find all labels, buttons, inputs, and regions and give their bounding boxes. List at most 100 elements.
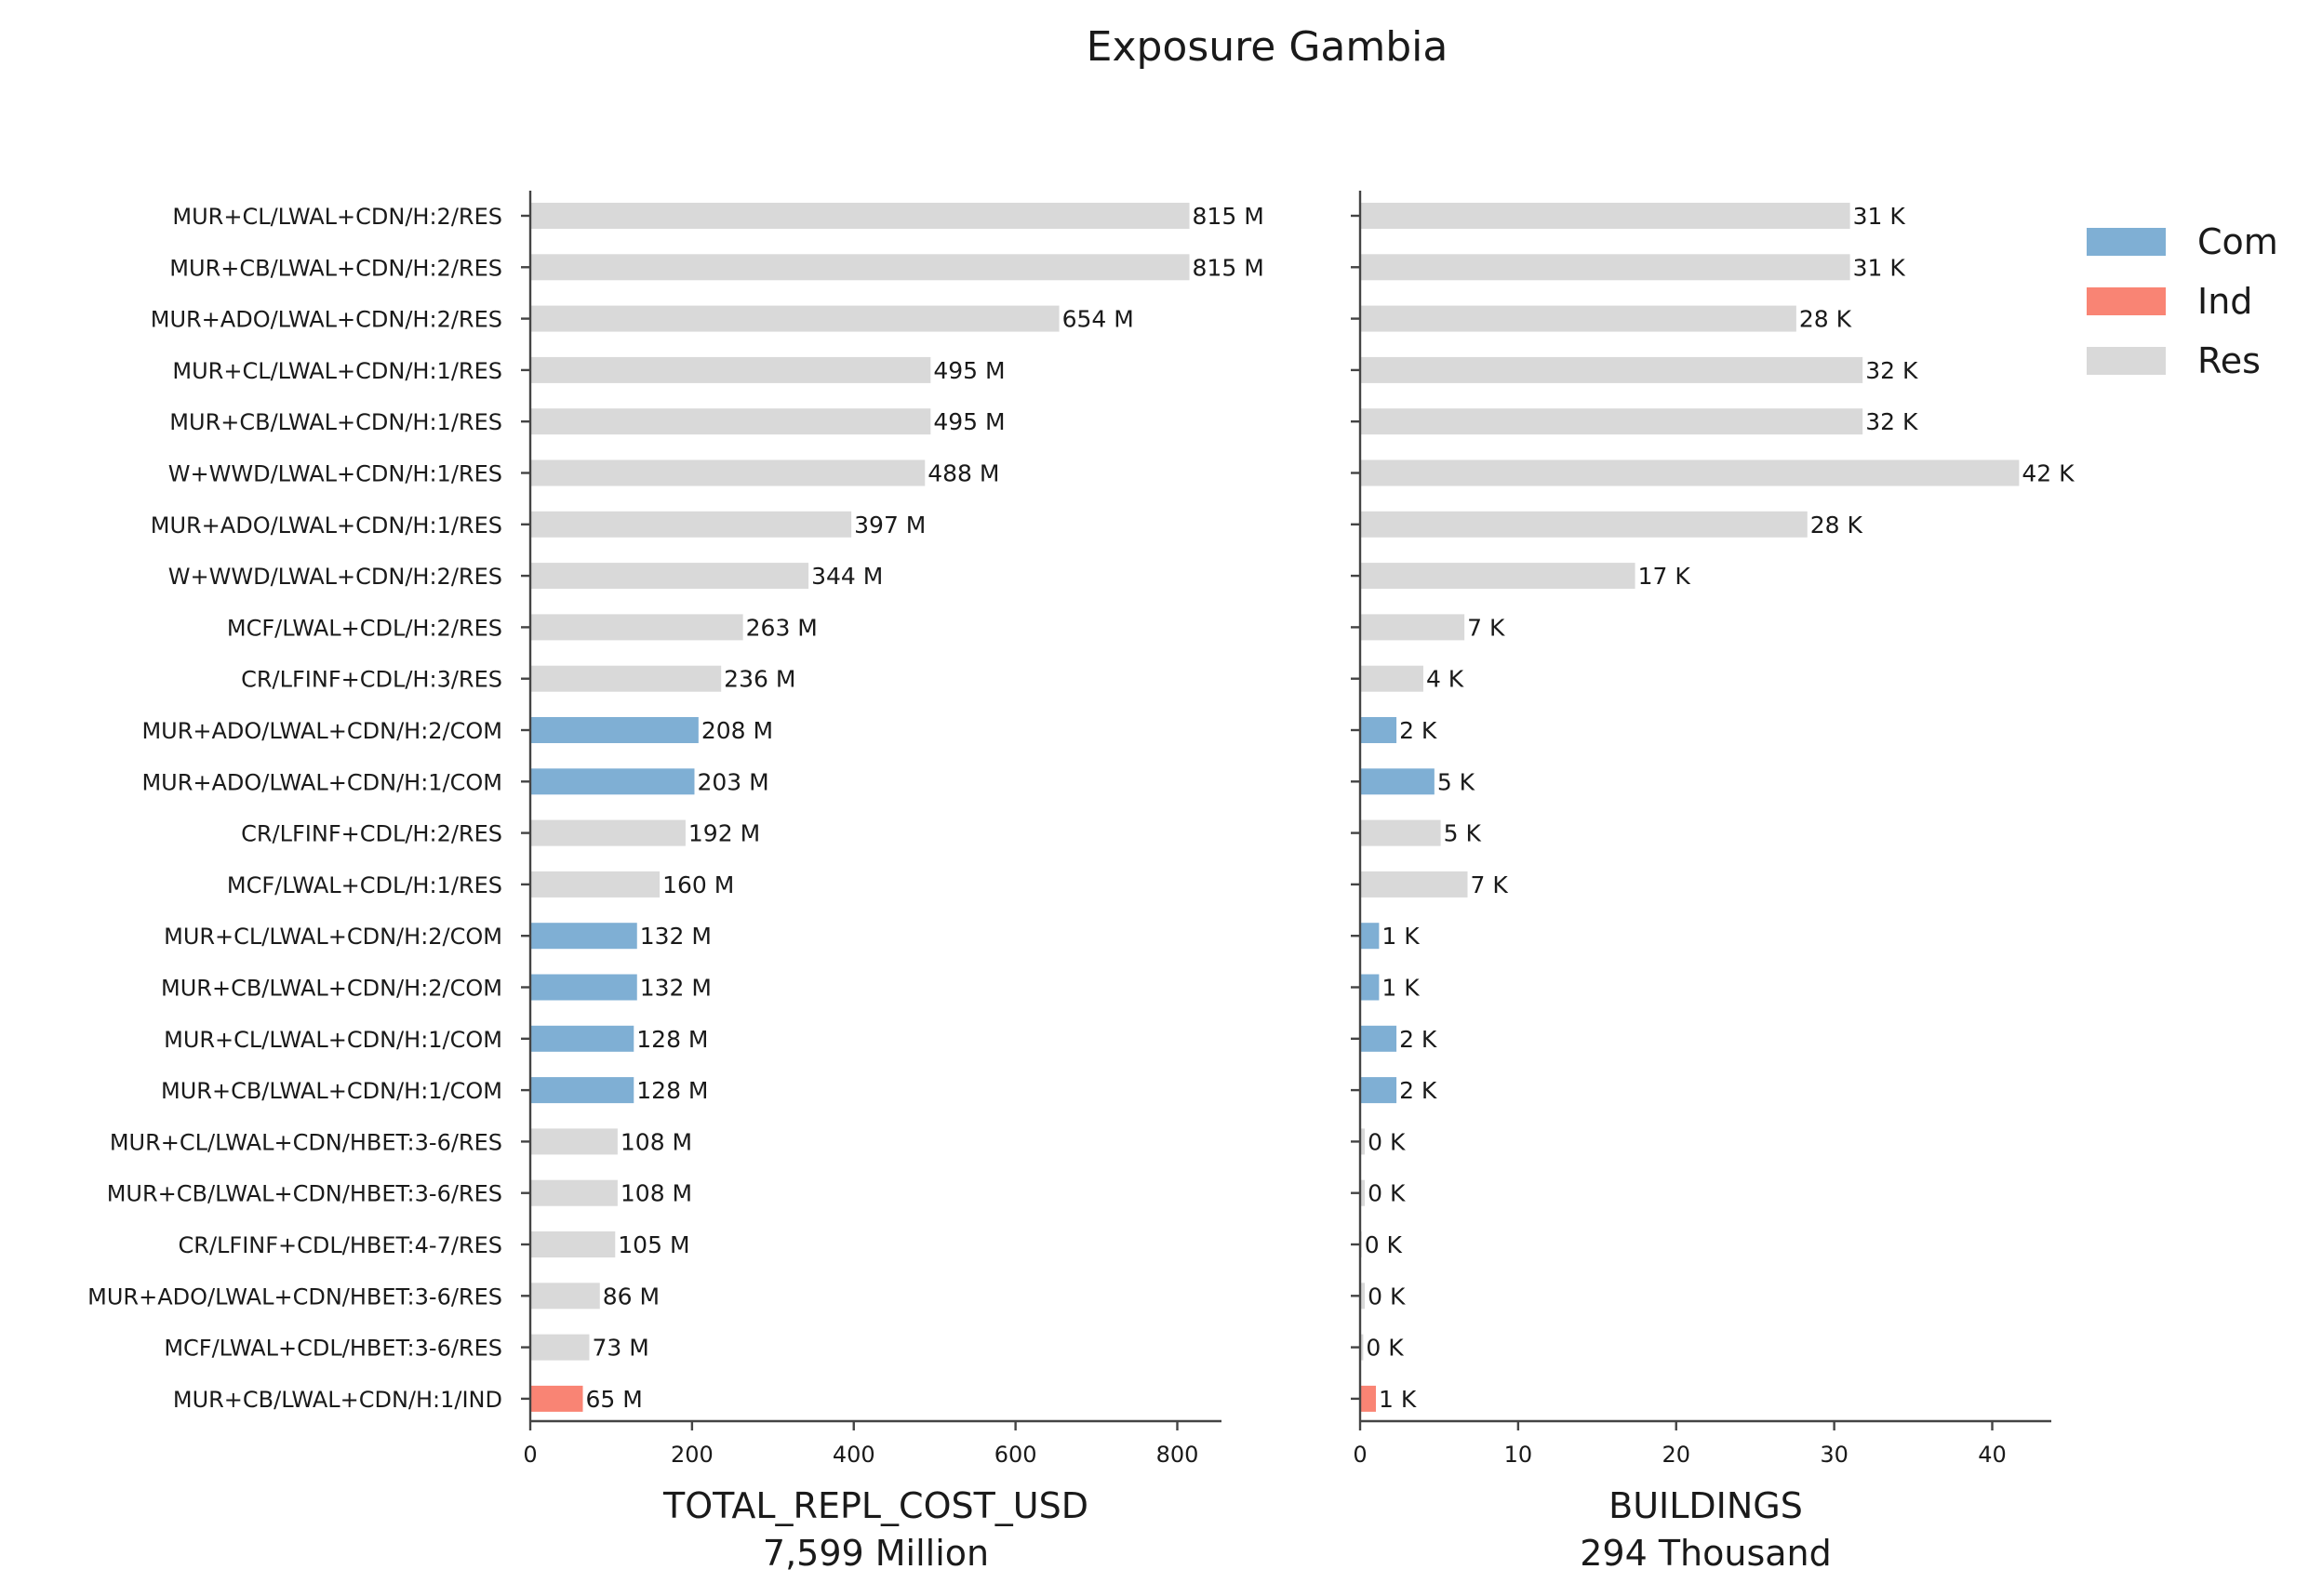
value-label: 31 K: [1853, 203, 1906, 230]
bar-res: [530, 1283, 600, 1310]
value-label: 32 K: [1865, 408, 1918, 435]
x-tick-label: 20: [1662, 1442, 1690, 1468]
category-label: CR/LFINF+CDL/HBET:4-7/RES: [179, 1232, 502, 1258]
value-label: 208 M: [701, 717, 773, 744]
bar-res: [530, 819, 686, 846]
category-label: MUR+ADO/LWAL+CDN/H:2/RES: [151, 307, 502, 333]
bar-res: [1360, 614, 1465, 641]
x-axis-label: BUILDINGS: [1608, 1485, 1803, 1526]
value-label: 4 K: [1426, 666, 1464, 693]
bar-res: [1360, 1283, 1366, 1310]
bar-res: [530, 1334, 590, 1361]
bar-res: [1360, 511, 1808, 538]
bar-ind: [530, 1385, 583, 1412]
bar-res: [530, 1179, 618, 1206]
bar-com: [1360, 1025, 1397, 1052]
bar-res: [530, 356, 931, 383]
value-label: 2 K: [1399, 717, 1437, 744]
bar-res: [1360, 408, 1863, 435]
value-label: 2 K: [1399, 1026, 1437, 1053]
bar-res: [530, 408, 931, 435]
bar-res: [530, 1231, 616, 1257]
value-label: 73 M: [592, 1335, 648, 1362]
category-label: MCF/LWAL+CDL/HBET:3-6/RES: [164, 1336, 502, 1362]
bar-ind: [1360, 1385, 1376, 1412]
x-tick-label: 30: [1820, 1442, 1849, 1468]
bar-com: [1360, 974, 1380, 1001]
x-tick-label: 400: [833, 1442, 875, 1468]
bar-res: [530, 871, 661, 898]
value-label: 128 M: [636, 1077, 708, 1104]
value-label: 344 M: [811, 563, 883, 590]
value-label: 132 M: [640, 923, 712, 950]
value-label: 0 K: [1368, 1283, 1406, 1310]
category-label: MCF/LWAL+CDL/H:1/RES: [227, 872, 502, 898]
bar-com: [530, 1077, 634, 1104]
chart-title: Exposure Gambia: [1087, 23, 1448, 71]
value-label: 263 M: [746, 614, 818, 641]
value-label: 495 M: [933, 408, 1005, 435]
bar-res: [530, 459, 926, 486]
x-tick-label: 10: [1504, 1442, 1533, 1468]
category-label: MUR+CB/LWAL+CDN/H:2/COM: [161, 976, 502, 1002]
value-label: 5 K: [1444, 820, 1482, 847]
category-label: MUR+CB/LWAL+CDN/H:1/RES: [169, 409, 502, 435]
x-tick-label: 0: [523, 1442, 537, 1468]
value-label: 42 K: [2022, 460, 2075, 487]
category-label: MUR+CB/LWAL+CDN/HBET:3-6/RES: [107, 1181, 502, 1207]
bar-res: [530, 511, 852, 538]
value-label: 0 K: [1368, 1180, 1406, 1207]
category-label: MCF/LWAL+CDL/H:2/RES: [227, 615, 502, 641]
bar-com: [530, 1025, 634, 1052]
category-label: CR/LFINF+CDL/H:3/RES: [241, 667, 502, 693]
value-label: 28 K: [1810, 512, 1863, 539]
category-label: CR/LFINF+CDL/H:2/RES: [241, 821, 502, 847]
legend-label: Com: [2197, 221, 2278, 262]
value-label: 86 M: [603, 1283, 660, 1310]
x-tick-label: 600: [994, 1442, 1037, 1468]
bar-res: [1360, 254, 1850, 281]
category-label: MUR+CB/LWAL+CDN/H:1/IND: [173, 1387, 502, 1413]
value-label: 128 M: [636, 1026, 708, 1053]
legend-item-com: Com: [2087, 221, 2278, 262]
x-tick-label: 200: [671, 1442, 714, 1468]
category-label: MUR+CL/LWAL+CDN/H:2/RES: [172, 204, 502, 230]
legend-label: Ind: [2197, 281, 2252, 322]
bar-res: [1360, 1334, 1364, 1361]
bar-com: [1360, 768, 1435, 795]
bar-res: [1360, 459, 2020, 486]
value-label: 495 M: [933, 357, 1005, 384]
bar-res: [530, 305, 1060, 332]
category-label: MUR+ADO/LWAL+CDN/H:2/COM: [141, 718, 502, 744]
bar-com: [530, 768, 695, 795]
value-label: 108 M: [621, 1128, 692, 1155]
category-label: MUR+ADO/LWAL+CDN/HBET:3-6/RES: [87, 1283, 502, 1310]
value-label: 0 K: [1366, 1335, 1404, 1362]
value-label: 815 M: [1193, 254, 1264, 281]
bar-res: [530, 1128, 618, 1155]
value-label: 654 M: [1062, 306, 1134, 333]
value-label: 1 K: [1381, 923, 1420, 950]
bar-com: [1360, 923, 1380, 950]
bar-res: [530, 614, 743, 641]
bar-res: [530, 563, 809, 590]
value-label: 32 K: [1865, 357, 1918, 384]
value-label: 236 M: [724, 666, 795, 693]
legend-swatch: [2087, 228, 2166, 256]
value-label: 0 K: [1368, 1128, 1406, 1155]
category-label: W+WWD/LWAL+CDN/H:1/RES: [168, 461, 502, 487]
category-label: MUR+CL/LWAL+CDN/HBET:3-6/RES: [110, 1129, 502, 1155]
bar-res: [1360, 305, 1796, 332]
bar-res: [1360, 871, 1468, 898]
value-label: 132 M: [640, 975, 712, 1002]
value-label: 0 K: [1365, 1231, 1403, 1258]
bar-com: [1360, 717, 1397, 743]
legend-swatch: [2087, 347, 2166, 375]
panel-2: 31 K31 K28 K32 K32 K42 K28 K17 K7 K4 K2 …: [1351, 191, 2075, 1574]
bar-res: [530, 665, 722, 692]
bar-com: [1360, 1077, 1397, 1104]
bar-res: [1360, 563, 1635, 590]
legend-item-ind: Ind: [2087, 281, 2252, 322]
